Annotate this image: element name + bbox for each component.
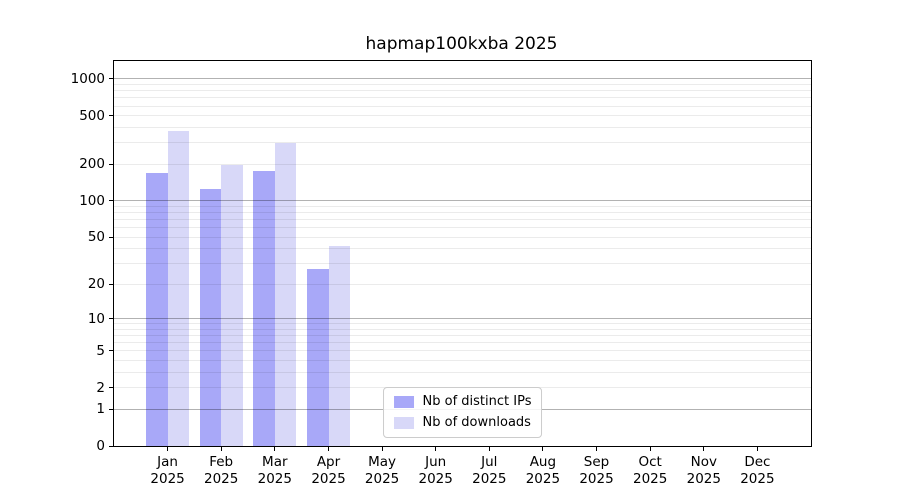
xtick-label-apr: Apr 2025 <box>311 454 346 487</box>
minor-gridline-20 <box>114 283 811 285</box>
legend: Nb of distinct IPs Nb of downloads <box>382 387 543 438</box>
bar-nb-of-downloads-mar <box>274 142 297 446</box>
xtick-mark-mar <box>274 446 276 451</box>
xtick-label-sep: Sep 2025 <box>579 454 614 487</box>
xtick-mark-nov <box>703 446 705 451</box>
ytick-mark-0 <box>109 445 114 447</box>
xtick-label-oct: Oct 2025 <box>633 454 668 487</box>
bar-nb-of-distinct-ips-jan <box>146 172 168 446</box>
ytick-label-1: 1 <box>96 401 105 418</box>
ytick-label-1000: 1000 <box>70 70 105 87</box>
bar-nb-of-distinct-ips-mar <box>253 171 275 446</box>
major-gridline-100 <box>114 200 811 202</box>
minor-gridline-50 <box>114 236 811 238</box>
minor-gridline-500 <box>114 115 811 117</box>
major-gridline-10 <box>114 318 811 320</box>
axis-layer: 0 1 2 5 10 20 50 100 200 500 1000 Jan 2025 Feb 2025 M… <box>71 61 811 487</box>
minor-gridline-9 <box>114 323 811 325</box>
xtick-label-aug: Aug 2025 <box>525 454 561 487</box>
bar-nb-of-distinct-ips-apr <box>307 268 329 446</box>
xtick-label-jun: Jun 2025 <box>418 454 453 487</box>
xtick-mark-may <box>381 446 383 451</box>
ytick-label-0: 0 <box>96 438 105 454</box>
minor-gridline-80 <box>114 212 811 213</box>
minor-gridline-200 <box>114 163 811 165</box>
xtick-mark-aug <box>542 446 544 451</box>
xtick-label-dec: Dec 2025 <box>740 454 775 487</box>
bar-nb-of-downloads-jan <box>167 130 190 446</box>
ytick-label-500: 500 <box>79 107 105 124</box>
ytick-mark-500 <box>109 115 114 117</box>
minor-gridline-60 <box>114 227 811 228</box>
legend-item-distinct-ips: Nb of distinct IPs <box>393 394 532 410</box>
bars-layer <box>114 61 811 446</box>
minor-gridline-5 <box>114 350 811 352</box>
ytick-mark-200 <box>109 163 114 165</box>
legend-label-distinct-ips: Nb of distinct IPs <box>422 394 532 409</box>
minor-gridline-4 <box>114 360 811 361</box>
bar-nb-of-downloads-feb <box>221 165 243 446</box>
minor-gridline-7 <box>114 335 811 336</box>
ytick-label-50: 50 <box>87 229 105 246</box>
ytick-label-100: 100 <box>79 192 105 209</box>
minor-gridline-70 <box>114 219 811 220</box>
bar-nb-of-downloads-apr <box>328 246 350 446</box>
minor-gridline-6 <box>114 342 811 344</box>
minor-gridline-900 <box>114 84 811 85</box>
minor-gridline-300 <box>114 142 811 144</box>
minor-gridline-400 <box>114 127 811 128</box>
ytick-mark-10 <box>109 318 114 320</box>
xtick-label-nov: Nov 2025 <box>686 454 721 487</box>
xtick-label-may: May 2025 <box>364 454 400 487</box>
minor-gridline-600 <box>114 105 811 107</box>
xtick-mark-apr <box>328 446 329 451</box>
ytick-label-20: 20 <box>87 276 105 293</box>
minor-gridline-3 <box>114 371 811 373</box>
plot-area: 0 1 2 5 10 20 50 100 200 500 1000 Jan 2025 Feb 2025 M… <box>71 60 812 487</box>
ytick-mark-20 <box>109 283 114 285</box>
minor-gridline-700 <box>114 97 811 99</box>
ytick-label-200: 200 <box>79 156 105 173</box>
minor-gridline-8 <box>114 328 811 330</box>
xtick-mark-sep <box>596 446 597 451</box>
xtick-mark-feb <box>220 446 222 451</box>
minor-gridline-30 <box>114 263 811 264</box>
legend-swatch-downloads <box>393 417 414 429</box>
minor-gridline-90 <box>114 205 811 207</box>
minor-gridline-40 <box>114 248 811 250</box>
xtick-label-mar: Mar 2025 <box>257 454 292 487</box>
ytick-mark-1000 <box>109 78 114 80</box>
xtick-mark-dec <box>756 446 758 451</box>
major-gridline-1000 <box>114 78 811 80</box>
xtick-mark-oct <box>649 446 651 451</box>
legend-item-downloads: Nb of downloads <box>393 415 532 431</box>
ytick-mark-100 <box>109 200 114 202</box>
ytick-label-10: 10 <box>87 310 105 327</box>
ytick-mark-2 <box>109 387 114 389</box>
xtick-mark-jul <box>488 446 490 451</box>
ytick-label-5: 5 <box>96 342 105 359</box>
ytick-mark-1 <box>109 408 114 410</box>
xtick-label-jul: Jul 2025 <box>472 454 507 487</box>
legend-label-downloads: Nb of downloads <box>422 415 531 430</box>
ytick-mark-5 <box>109 350 114 352</box>
legend-swatch-distinct-ips <box>393 396 414 408</box>
xtick-mark-jan <box>167 446 169 451</box>
xtick-label-jan: Jan 2025 <box>150 454 185 487</box>
ytick-mark-50 <box>109 236 114 238</box>
xtick-label-feb: Feb 2025 <box>204 454 239 487</box>
ytick-label-2: 2 <box>96 379 105 396</box>
bar-nb-of-distinct-ips-feb <box>199 189 222 446</box>
chart-title: hapmap100kxba 2025 <box>365 34 558 54</box>
minor-gridline-800 <box>114 90 811 92</box>
xtick-mark-jun <box>435 446 437 451</box>
